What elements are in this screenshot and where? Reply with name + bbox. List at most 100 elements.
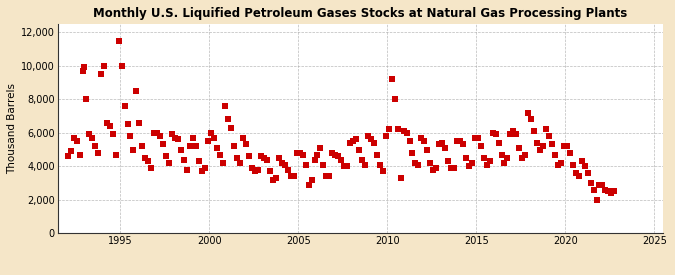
Point xyxy=(247,166,258,170)
Point xyxy=(564,151,575,155)
Point xyxy=(354,147,364,152)
Point xyxy=(205,131,216,135)
Point xyxy=(95,72,106,76)
Point xyxy=(351,137,362,142)
Point xyxy=(169,136,180,140)
Point xyxy=(312,152,323,157)
Point xyxy=(360,163,371,167)
Point xyxy=(220,104,231,108)
Point xyxy=(520,152,531,157)
Point xyxy=(342,164,352,169)
Point xyxy=(410,161,421,165)
Point xyxy=(241,142,252,147)
Point xyxy=(226,126,237,130)
Point xyxy=(149,131,160,135)
Point xyxy=(553,163,564,167)
Y-axis label: Thousand Barrels: Thousand Barrels xyxy=(7,83,17,174)
Point xyxy=(286,174,296,178)
Point xyxy=(300,163,311,167)
Point xyxy=(541,127,551,132)
Point xyxy=(431,166,441,170)
Point xyxy=(324,174,335,178)
Point xyxy=(460,156,471,160)
Point xyxy=(75,152,86,157)
Point xyxy=(383,127,394,132)
Point xyxy=(128,147,139,152)
Point xyxy=(568,163,578,167)
Point xyxy=(265,169,275,174)
Point xyxy=(309,157,320,162)
Point xyxy=(386,77,397,81)
Point xyxy=(381,134,392,138)
Point xyxy=(105,124,115,128)
Point xyxy=(549,152,560,157)
Point xyxy=(579,164,590,169)
Point xyxy=(330,152,341,157)
Point xyxy=(366,137,377,142)
Point xyxy=(196,169,207,174)
Point xyxy=(609,189,620,194)
Point xyxy=(199,166,210,170)
Point xyxy=(146,166,157,170)
Point xyxy=(490,132,501,137)
Point xyxy=(116,64,127,68)
Point xyxy=(336,157,347,162)
Point xyxy=(484,159,495,163)
Point xyxy=(122,122,133,127)
Point xyxy=(69,136,80,140)
Point xyxy=(496,152,507,157)
Point xyxy=(294,151,305,155)
Point xyxy=(362,134,373,138)
Point xyxy=(508,129,519,133)
Point xyxy=(389,97,400,101)
Point xyxy=(543,134,554,138)
Point xyxy=(107,132,118,137)
Point xyxy=(306,177,317,182)
Point xyxy=(529,129,539,133)
Point xyxy=(279,163,290,167)
Point xyxy=(535,147,545,152)
Point xyxy=(190,144,201,148)
Point xyxy=(345,141,356,145)
Point xyxy=(90,144,101,148)
Point xyxy=(176,147,186,152)
Point xyxy=(514,146,524,150)
Point xyxy=(65,149,76,153)
Point xyxy=(63,154,74,158)
Point xyxy=(452,139,462,143)
Point xyxy=(458,142,468,147)
Point xyxy=(576,159,587,163)
Point xyxy=(101,120,112,125)
Point xyxy=(558,144,569,148)
Point xyxy=(511,132,522,137)
Point xyxy=(303,183,314,187)
Point xyxy=(532,141,543,145)
Point xyxy=(371,152,382,157)
Point xyxy=(428,167,439,172)
Point xyxy=(262,157,273,162)
Point xyxy=(464,164,475,169)
Point xyxy=(229,144,240,148)
Point xyxy=(327,151,338,155)
Point xyxy=(583,171,593,175)
Point xyxy=(152,131,163,135)
Point xyxy=(193,159,204,163)
Point xyxy=(271,176,281,180)
Point xyxy=(493,141,504,145)
Point xyxy=(603,189,614,194)
Point xyxy=(321,174,332,178)
Point xyxy=(217,161,228,165)
Point xyxy=(267,177,278,182)
Point xyxy=(419,139,430,143)
Point xyxy=(333,154,344,158)
Point xyxy=(526,117,537,122)
Point xyxy=(475,144,486,148)
Point xyxy=(297,152,308,157)
Point xyxy=(439,146,450,150)
Point xyxy=(167,132,178,137)
Point xyxy=(454,139,465,143)
Point xyxy=(86,136,97,140)
Point xyxy=(481,163,492,167)
Point xyxy=(79,65,90,70)
Point xyxy=(288,174,299,178)
